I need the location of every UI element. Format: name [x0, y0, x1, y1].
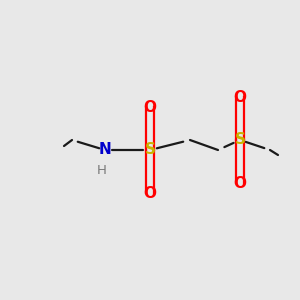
Text: O: O: [233, 176, 247, 190]
Text: N: N: [99, 142, 111, 158]
Text: O: O: [143, 100, 157, 115]
Text: S: S: [145, 142, 155, 158]
Text: S: S: [235, 133, 245, 148]
Text: O: O: [233, 89, 247, 104]
Text: H: H: [97, 164, 107, 176]
Text: O: O: [143, 185, 157, 200]
